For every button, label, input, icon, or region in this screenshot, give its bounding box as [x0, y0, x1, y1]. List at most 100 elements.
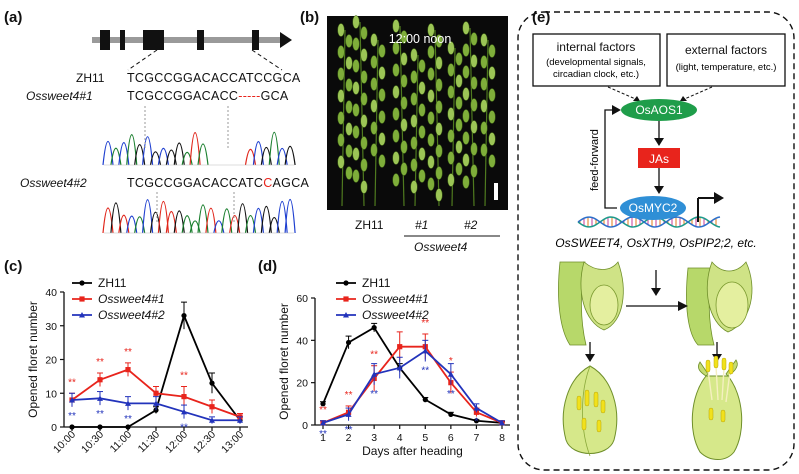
data-point [125, 400, 131, 406]
significance-mark: ** [370, 350, 378, 361]
data-point [499, 419, 505, 426]
data-point [181, 408, 187, 415]
significance-mark: ** [421, 366, 429, 377]
significance-mark: ** [124, 414, 132, 425]
y-tick-label: 40 [45, 287, 57, 299]
chromatogram-peak [197, 143, 209, 166]
data-point [181, 394, 187, 400]
significance-mark: ** [124, 347, 132, 358]
data-point [473, 418, 480, 424]
chromatogram-peak [229, 214, 241, 234]
x-axis-label: Days after heading [362, 444, 463, 458]
series-2: ** ********* [319, 339, 505, 440]
legend-entry: Ossweet4#1 [98, 292, 165, 306]
data-point [371, 325, 377, 331]
dna-helix [577, 216, 721, 228]
osmyc2-node [620, 196, 686, 220]
panel-label-d: (d) [258, 258, 277, 275]
chromatogram-peak [134, 144, 146, 166]
chromatogram-peak [118, 141, 130, 166]
x-tick-label: 5 [422, 432, 428, 444]
data-point [125, 367, 131, 373]
chromatogram-peak [268, 216, 280, 234]
osmyc2-label: OsMYC2 [629, 201, 678, 215]
feed-forward-arrow: feed-forward [589, 105, 621, 209]
lodicule-right-drawing [686, 261, 753, 346]
y-tick-label: 0 [51, 422, 57, 434]
target-genes: OsSWEET4, OsXTH9, OsPIP2;2, etc. [555, 236, 756, 250]
significance-mark: * [449, 356, 453, 367]
photo-time: 12:00 noon [389, 32, 452, 46]
label-group: Ossweet4 [414, 240, 468, 254]
series-line [322, 349, 503, 424]
significance-mark: * [474, 416, 478, 427]
chromatogram-peak [134, 216, 146, 234]
y-tick-label: 20 [45, 355, 57, 367]
data-point [209, 417, 215, 423]
chromatogram-mut2 [102, 192, 296, 234]
label-zh11-photo: ZH11 [355, 218, 384, 232]
x-tick-label: 12:30 [191, 429, 218, 456]
data-point [209, 404, 215, 410]
significance-mark: ** [370, 389, 378, 400]
significance-mark: ** [421, 318, 429, 329]
panicle-photo: 12:00 noon [327, 15, 508, 210]
model-border [517, 11, 795, 471]
external-title: external factors [685, 43, 767, 57]
legend-entry: Ossweet4#2 [98, 308, 165, 322]
x-tick-label: 2 [346, 432, 352, 444]
chromatogram-peak [110, 202, 122, 234]
chromatogram-peak [165, 149, 177, 166]
chromatogram-peak [284, 198, 296, 234]
significance-mark: ** [96, 357, 104, 368]
x-tick-label: 13:00 [219, 429, 246, 456]
data-point [371, 371, 378, 377]
chromatogram-peak [181, 151, 193, 166]
significance-mark: ** [68, 377, 76, 388]
data-point [447, 371, 454, 377]
chromatogram-peak [244, 214, 257, 234]
chromatogram-peak [205, 207, 217, 234]
significance-mark: ** [180, 371, 188, 382]
feed-forward-label: feed-forward [589, 129, 601, 191]
y-tick-label: 30 [45, 321, 57, 333]
panel-label-b: (b) [300, 9, 319, 26]
jas-label: JAs [649, 152, 669, 166]
data-point [345, 339, 352, 346]
data-point [97, 424, 103, 430]
chromatogram-peak [284, 145, 296, 166]
label-line1: #1 [415, 218, 428, 232]
gene-structure [92, 30, 292, 71]
chromatogram-peak [141, 136, 154, 166]
osaos1-node [621, 99, 697, 121]
data-point [473, 409, 480, 415]
data-point [320, 401, 326, 407]
x-tick-label: 10:30 [79, 429, 106, 456]
chromatogram-mut1 [102, 106, 296, 166]
floret-closed-drawing [562, 365, 618, 457]
legend: ZH11 Ossweet4#1 Ossweet4#2 [336, 276, 429, 322]
chromatogram-peak [141, 199, 154, 234]
data-point [97, 395, 103, 401]
series-line [322, 326, 503, 424]
data-point [209, 380, 215, 386]
chromatogram-peak [213, 220, 225, 234]
x-tick-label: 11:00 [108, 429, 135, 456]
chromatogram-peak [244, 148, 257, 166]
x-tick-label: 11:30 [136, 429, 163, 456]
y-tick-label: 60 [296, 293, 308, 305]
chromatogram-peak [189, 132, 201, 166]
internal-title: internal factors [557, 40, 636, 54]
seq-mut1: TCGCCGGACACC-----GCA [127, 89, 289, 103]
significance-mark: ** [447, 389, 455, 400]
lodicule-left-drawing [558, 261, 624, 346]
panel-label-a: (a) [4, 9, 22, 26]
y-tick-label: 20 [296, 378, 308, 390]
series-2: ** ** ** ** [68, 391, 243, 434]
seq-label-mut2: Ossweet4#2 [20, 176, 87, 190]
seq-label-zh11: ZH11 [76, 71, 105, 85]
chromatogram-peak [149, 211, 162, 234]
data-point [473, 405, 480, 411]
chromatogram-peak [236, 203, 249, 234]
